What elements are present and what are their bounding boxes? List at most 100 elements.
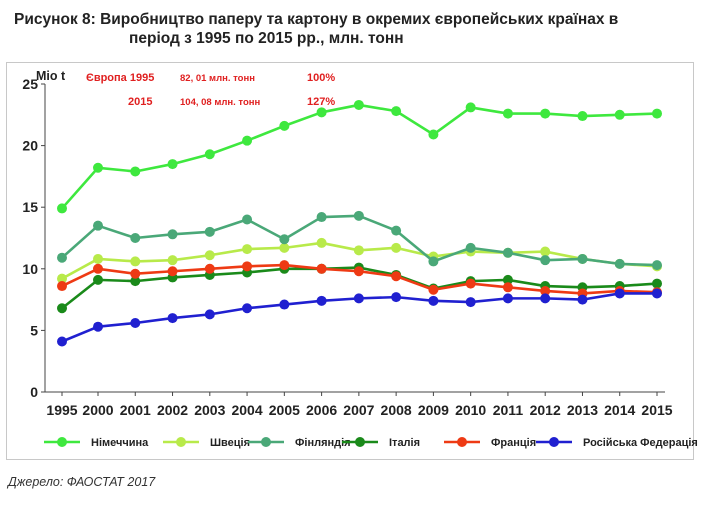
y-tick-label: 20	[22, 138, 38, 154]
x-tick-label: 2004	[231, 402, 262, 418]
caption-line-2: період з 1995 по 2015 рр., млн. тонн	[129, 30, 404, 47]
caption-line-1: Рисунок 8: Виробництво паперу та картону…	[14, 11, 619, 28]
series-line-germany	[61, 103, 658, 210]
x-tick-label: 2014	[604, 402, 635, 418]
legend-label: Італія	[389, 437, 420, 449]
legend-swatch-marker	[261, 437, 271, 447]
data-point-russia	[652, 288, 662, 299]
data-point-finland	[316, 212, 327, 223]
data-point-russia	[204, 309, 215, 320]
x-tick-label: 1995	[46, 402, 77, 418]
series-line-finland	[61, 214, 658, 267]
data-point-sweden	[167, 255, 178, 266]
data-point-italy	[57, 303, 67, 314]
x-tick-label: 2000	[82, 402, 113, 418]
legend-swatch-marker	[176, 437, 186, 447]
legend-label: Франція	[491, 437, 536, 449]
data-point-france	[502, 282, 513, 293]
legend-item-sweden: Швеція	[163, 437, 250, 449]
data-point-finland	[57, 252, 67, 263]
data-point-germany	[204, 149, 215, 160]
legend-swatch-marker	[457, 437, 467, 447]
data-point-finland	[204, 226, 215, 237]
data-point-germany	[391, 106, 402, 117]
data-point-sweden	[316, 237, 327, 248]
data-point-germany	[465, 102, 476, 113]
annotation-percent: 127%	[307, 96, 335, 108]
data-point-sweden	[204, 250, 215, 261]
legend-label: Німеччина	[91, 437, 149, 449]
annotation-value: 104, 08 млн. тонн	[180, 97, 260, 108]
data-point-russia	[502, 293, 513, 304]
legend-swatch-marker	[549, 437, 559, 447]
data-point-russia	[130, 318, 141, 329]
data-point-russia	[428, 295, 439, 306]
data-point-finland	[465, 242, 476, 253]
legend-item-germany: Німеччина	[44, 437, 149, 449]
data-point-germany	[167, 159, 178, 170]
data-point-germany	[540, 108, 551, 119]
source-note: Джерело: ФАОСТАТ 2017	[8, 475, 156, 489]
data-point-germany	[242, 135, 253, 146]
series-layer	[57, 99, 662, 347]
data-point-russia	[577, 294, 588, 305]
data-point-russia	[279, 299, 290, 310]
series-russia	[57, 288, 662, 347]
data-point-sweden	[279, 242, 290, 253]
data-point-france	[242, 261, 253, 272]
figure-caption: Рисунок 8: Виробництво паперу та картону…	[14, 10, 704, 48]
data-point-france	[167, 266, 178, 277]
x-tick-label: 2006	[306, 402, 337, 418]
data-point-france	[204, 263, 215, 274]
data-point-russia	[353, 293, 364, 304]
x-tick-label: 2015	[641, 402, 672, 418]
data-point-france	[353, 266, 364, 277]
legend-label: Фінляндія	[295, 437, 351, 449]
data-point-finland	[130, 233, 141, 243]
data-point-france	[391, 271, 402, 282]
data-point-germany	[614, 109, 625, 120]
data-point-germany	[652, 108, 662, 119]
x-tick-label: 2001	[120, 402, 151, 418]
data-point-russia	[540, 293, 551, 304]
data-point-france	[540, 285, 551, 296]
data-point-germany	[279, 120, 290, 131]
annotation-value: 82, 01 млн. тонн	[180, 73, 255, 84]
legend-label: Російська Федерація	[583, 437, 698, 449]
x-tick-label: 2009	[418, 402, 449, 418]
data-point-germany	[57, 203, 67, 214]
data-point-sweden	[391, 242, 402, 253]
data-point-finland	[242, 214, 253, 225]
x-tick-label: 2010	[455, 402, 486, 418]
data-point-sweden	[242, 244, 253, 255]
legend-swatch-marker	[57, 437, 67, 447]
y-tick-label: 25	[22, 76, 38, 92]
data-point-finland	[353, 210, 364, 221]
data-point-italy	[502, 274, 513, 285]
legend-swatch-marker	[355, 437, 365, 447]
data-point-finland	[540, 255, 551, 266]
y-tick-label: 5	[30, 322, 38, 338]
legend-item-france: Франція	[444, 437, 536, 449]
data-point-finland	[391, 225, 402, 236]
x-tick-label: 2002	[157, 402, 188, 418]
data-point-france	[57, 281, 67, 292]
series-sweden	[57, 237, 662, 284]
legend-item-italy: Італія	[342, 437, 420, 449]
data-point-germany	[577, 111, 588, 122]
data-point-finland	[577, 253, 588, 264]
data-point-russia	[57, 336, 67, 347]
data-point-russia	[614, 288, 625, 299]
data-point-finland	[428, 256, 439, 267]
x-tick-label: 2008	[381, 402, 412, 418]
x-tick-label: 2011	[493, 402, 524, 418]
data-point-france	[316, 263, 327, 274]
data-point-sweden	[93, 253, 103, 264]
series-finland	[57, 210, 662, 271]
data-point-sweden	[353, 245, 364, 256]
data-point-france	[130, 268, 141, 279]
legend: Німеччина Швеція Фінляндія Італія Франція Рос…	[44, 437, 698, 449]
data-point-finland	[93, 220, 103, 231]
